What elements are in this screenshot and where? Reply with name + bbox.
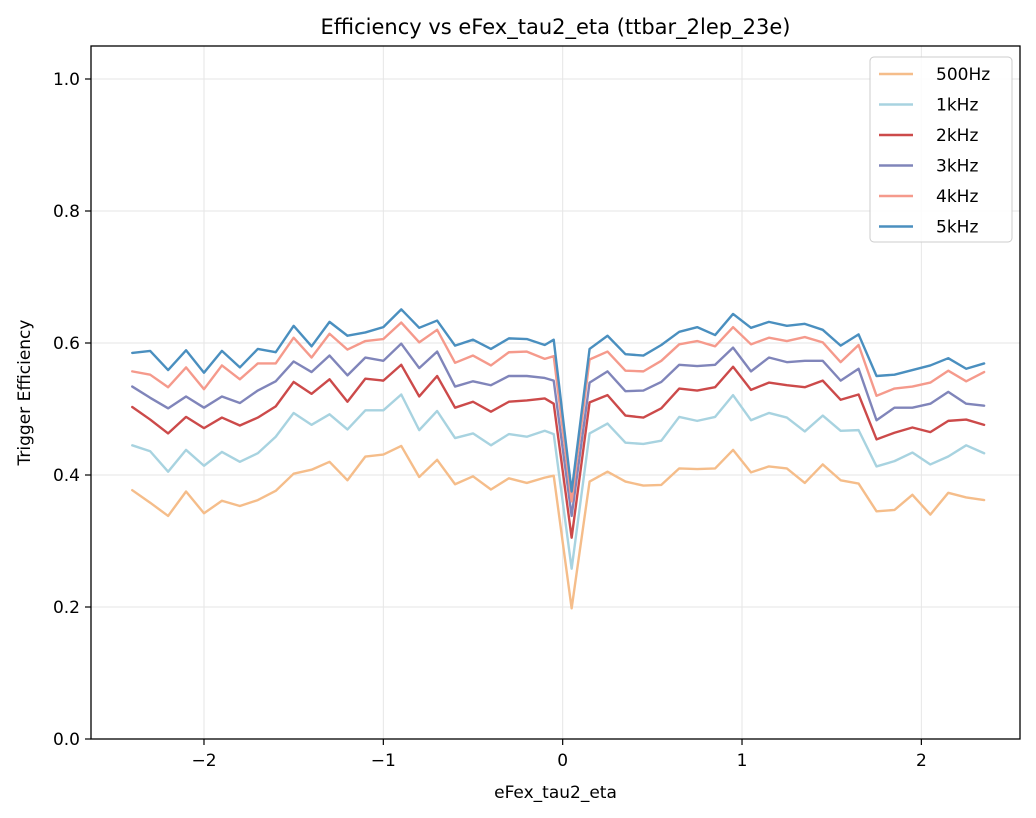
plot-area-frame [90,45,1021,740]
legend-label: 3kHz [936,157,978,177]
series-lines [131,308,986,610]
x-tick-label: 0 [557,751,568,771]
x-axis-label: eFex_tau2_eta [494,783,617,803]
legend-label: 4kHz [936,187,978,207]
legend-label: 5kHz [936,218,978,238]
legend-label: 500Hz [936,65,990,85]
x-tick-label: −1 [371,751,396,771]
legend-label: 1kHz [936,96,978,116]
series-line-5khz [131,308,986,493]
y-tick-label: 0.8 [53,202,80,222]
y-tick-label: 0.6 [53,334,80,354]
series-line-1khz [131,393,986,570]
series-line-2khz [131,363,986,539]
y-tick-label: 0.2 [53,598,80,618]
chart-title: Efficiency vs eFex_tau2_eta (ttbar_2lep_… [321,15,791,40]
x-axis-ticks: −2 −1 0 1 2 [191,739,927,771]
x-tick-label: 1 [737,751,748,771]
legend-label: 2kHz [936,126,978,146]
y-tick-label: 0.0 [53,730,80,750]
x-tick-label: −2 [191,751,216,771]
series-line-4khz [131,321,986,503]
y-tick-label: 0.4 [53,466,80,486]
series-line-3khz [131,342,986,518]
y-axis-label: Trigger Efficiency [15,320,35,467]
series-line-500hz [131,444,986,610]
y-axis-ticks: 0.0 0.2 0.4 0.6 0.8 1.0 [53,70,91,750]
legend: 500Hz 1kHz 2kHz 3kHz 4kHz 5kHz [869,56,1013,243]
y-tick-label: 1.0 [53,70,80,90]
x-tick-label: 2 [916,751,927,771]
